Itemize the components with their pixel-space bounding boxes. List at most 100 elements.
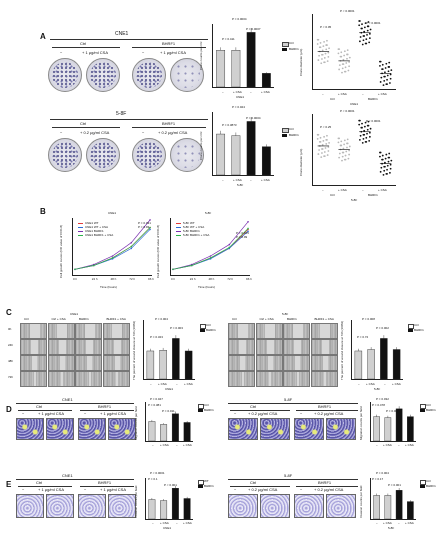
d-legend2-ctrl: Ctrl	[426, 403, 431, 407]
a-cne1-x4: + CSA	[261, 90, 270, 94]
scatter-point	[342, 147, 345, 150]
scatter-point	[340, 140, 343, 143]
scatter-point	[323, 135, 325, 138]
e-58f-x3: −	[398, 521, 400, 525]
colony-dish	[48, 138, 82, 172]
series-point	[247, 221, 249, 223]
scatter-point	[390, 159, 393, 162]
b-58f-p2: P = 0.99	[236, 235, 248, 239]
e-legend-wt: WT	[204, 479, 209, 483]
d-58f-bar-chart	[370, 402, 416, 442]
e-cne1-csa1: + 1 μg/ml CSA	[38, 487, 64, 492]
e-cne1-bhrf1: BHRF1	[98, 480, 112, 485]
c-cne1-x2: + CSA	[158, 382, 167, 386]
scatter-point	[379, 155, 381, 158]
d-58f-neg1: −	[234, 411, 237, 416]
a-58f-sx2: + CSA	[338, 188, 347, 192]
legend-entry: CNE1 WT	[78, 222, 113, 225]
d-58f-neg2: −	[300, 411, 303, 416]
wound-image	[102, 371, 130, 387]
scatter-point	[368, 131, 371, 134]
c-58f-ylabel: The percent of wound closure at 72h (100…	[340, 320, 344, 380]
bar	[184, 350, 193, 380]
bar	[384, 417, 392, 442]
bar	[392, 349, 401, 380]
a-58f-sx4: + CSA	[378, 188, 387, 192]
a-58f-csa1: + 0.2 μg/ml CSA	[80, 130, 110, 135]
column-label: Ctrl + CSA	[259, 317, 274, 321]
wound-image	[283, 339, 310, 355]
wound-image	[310, 355, 338, 371]
scatter-point	[343, 54, 346, 57]
d-cne1-title: CNE1	[62, 397, 73, 402]
scatter-point	[379, 170, 382, 173]
scatter-point	[389, 77, 392, 80]
scatter-point	[326, 134, 328, 137]
scatter-point	[340, 51, 343, 54]
scatter-point	[347, 157, 350, 160]
c-cne1-ylabel: The percent of wound closure at 72h (100…	[132, 320, 136, 380]
wound-image	[102, 323, 130, 339]
bar	[354, 350, 363, 380]
scatter-point	[344, 158, 347, 161]
a-cne1-scatter-chart	[312, 14, 396, 90]
wound-image	[228, 371, 255, 387]
scatter-point	[382, 173, 385, 176]
bar	[367, 349, 375, 380]
scatter-point	[322, 45, 325, 48]
b-cne1-title: CNE1	[108, 211, 117, 215]
a-legend-bhrf1: BHRF1	[289, 47, 299, 51]
e-58f-bar-chart	[370, 478, 416, 520]
scatter-point	[388, 152, 391, 155]
a-cne1-bhrf1: BHRF1	[162, 41, 176, 46]
bar	[216, 50, 226, 88]
b-58f-line-chart: 0 h 24 h 48 h 72 h 96 h	[170, 218, 252, 281]
scatter-point	[384, 157, 387, 160]
transwell-image	[260, 418, 290, 440]
scatter-point	[365, 136, 368, 139]
bar	[261, 73, 271, 88]
e-58f-ctrl: Ctrl	[250, 480, 257, 485]
panel-d-letter: D	[6, 405, 12, 414]
d-cne1-x1: −	[152, 443, 154, 447]
scatter-point	[346, 53, 349, 56]
wound-image	[283, 355, 310, 371]
wound-image	[255, 371, 283, 387]
scatter-point	[387, 160, 390, 163]
scatter-point	[358, 119, 361, 122]
scatter-point	[348, 65, 351, 68]
series-point	[190, 264, 193, 267]
e-legend2-bhrf1: BHRF1	[426, 484, 436, 488]
e-cne1-neg1: −	[22, 487, 25, 492]
a-58f-p-left: P = 0.3873	[222, 123, 237, 127]
scatter-point	[321, 53, 324, 56]
c-58f-x1: −	[358, 382, 360, 386]
series-point	[209, 257, 212, 259]
column-label: Ctrl + CSA	[51, 317, 66, 321]
e-58f-ylabel: Invasion counts per field	[359, 485, 363, 518]
scatter-point	[389, 73, 392, 76]
scatter-point	[358, 20, 361, 22]
scatter-point	[388, 156, 391, 159]
scatter-point	[365, 42, 368, 45]
scatter-point	[363, 129, 366, 132]
a-58f-ylabel: Clone counts per cm²	[199, 131, 203, 160]
a-58f-csa2: + 0.2 μg/ml CSA	[158, 130, 188, 135]
d-cne1-neg2: −	[84, 411, 87, 416]
d-58f-title: 5-8F	[284, 397, 293, 402]
c-legend-ctrl: Ctrl	[206, 323, 211, 327]
scatter-point	[338, 152, 341, 155]
c-58f-p-top: P = 0.008	[362, 317, 375, 321]
scatter-point	[387, 70, 390, 73]
scatter-point	[366, 132, 368, 135]
scatter-point	[359, 134, 362, 137]
a-cne1-sg1: Ctrl	[330, 97, 335, 101]
scatter-point	[344, 70, 347, 73]
scatter-point	[361, 27, 363, 30]
scatter-point	[359, 36, 362, 38]
scatter-point	[323, 151, 326, 153]
bar	[380, 338, 388, 380]
invasion-image	[46, 494, 74, 518]
bar	[148, 499, 156, 520]
c-58f-p-right: P = 0.002	[376, 326, 389, 330]
